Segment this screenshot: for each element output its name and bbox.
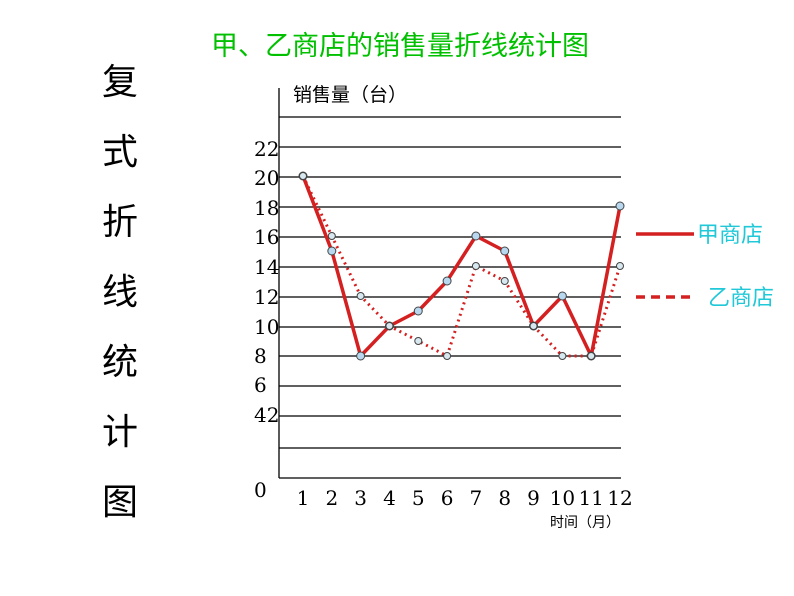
data-point-jia — [442, 276, 452, 286]
data-point-yi — [414, 337, 423, 345]
y-axis-label: 销售量（台） — [293, 84, 407, 106]
x-tick-label: 2 — [325, 486, 338, 510]
data-point-yi — [500, 277, 509, 285]
chart-title: 甲、乙商店的销售量折线统计图 — [211, 31, 589, 62]
y-tick-label: 12 — [254, 285, 279, 309]
y-tick-label: 16 — [254, 225, 279, 249]
legend-label: 乙商店 — [708, 286, 774, 311]
x-tick-label: 1 — [297, 486, 310, 510]
data-point-jia — [356, 351, 366, 361]
data-point-jia — [615, 201, 625, 211]
x-tick-label: 4 — [383, 486, 396, 510]
data-point-yi — [616, 262, 624, 270]
side-title-char: 线 — [101, 272, 138, 313]
x-tick-label: 12 — [607, 486, 632, 510]
y-tick-label: 10 — [254, 315, 279, 339]
y-tick-label: 18 — [254, 196, 279, 220]
data-point-jia — [557, 291, 567, 301]
side-title-char: 式 — [101, 132, 138, 173]
x-tick-label: 5 — [412, 486, 425, 510]
y-tick-label: 20 — [254, 166, 279, 190]
data-point-jia — [413, 306, 423, 316]
y-tick-label: 22 — [254, 137, 279, 161]
side-title-char: 图 — [101, 482, 138, 523]
side-title-char: 计 — [101, 412, 138, 453]
y-tick-label: 14 — [254, 255, 279, 279]
data-point-jia — [327, 246, 337, 256]
x-tick-label: 8 — [498, 486, 511, 510]
data-point-yi — [385, 322, 394, 330]
series-line-yi — [301, 175, 622, 358]
side-title-char: 统 — [101, 342, 138, 383]
y-tick-label: 0 — [254, 478, 267, 502]
data-point-yi — [587, 352, 596, 360]
data-point-yi — [327, 232, 336, 240]
data-point-yi — [443, 352, 452, 360]
data-point-yi — [558, 352, 567, 360]
legend-label: 甲商店 — [697, 223, 763, 248]
data-point-jia — [500, 246, 510, 256]
x-tick-label: 3 — [354, 486, 367, 510]
data-point-yi — [471, 262, 480, 270]
y-tick-label: 8 — [254, 344, 267, 368]
x-tick-label: 9 — [527, 486, 540, 510]
x-tick-label: 11 — [578, 486, 603, 510]
side-title: 复 式 折 线 统 计 图 — [100, 48, 140, 538]
x-tick-label: 7 — [470, 486, 483, 510]
side-title-char: 复 — [101, 62, 138, 103]
data-point-yi — [299, 172, 307, 180]
x-tick-label: 6 — [441, 486, 454, 510]
data-point-jia — [471, 231, 481, 241]
x-tick-label: 10 — [550, 486, 575, 510]
y-tick-label: 6 — [254, 373, 267, 397]
x-axis-label: 时间（月） — [550, 515, 620, 531]
series-line-jia — [301, 175, 622, 358]
data-point-yi — [356, 292, 365, 300]
y-tick-label: 42 — [254, 403, 279, 427]
side-title-char: 折 — [101, 202, 138, 243]
data-point-yi — [529, 322, 538, 330]
